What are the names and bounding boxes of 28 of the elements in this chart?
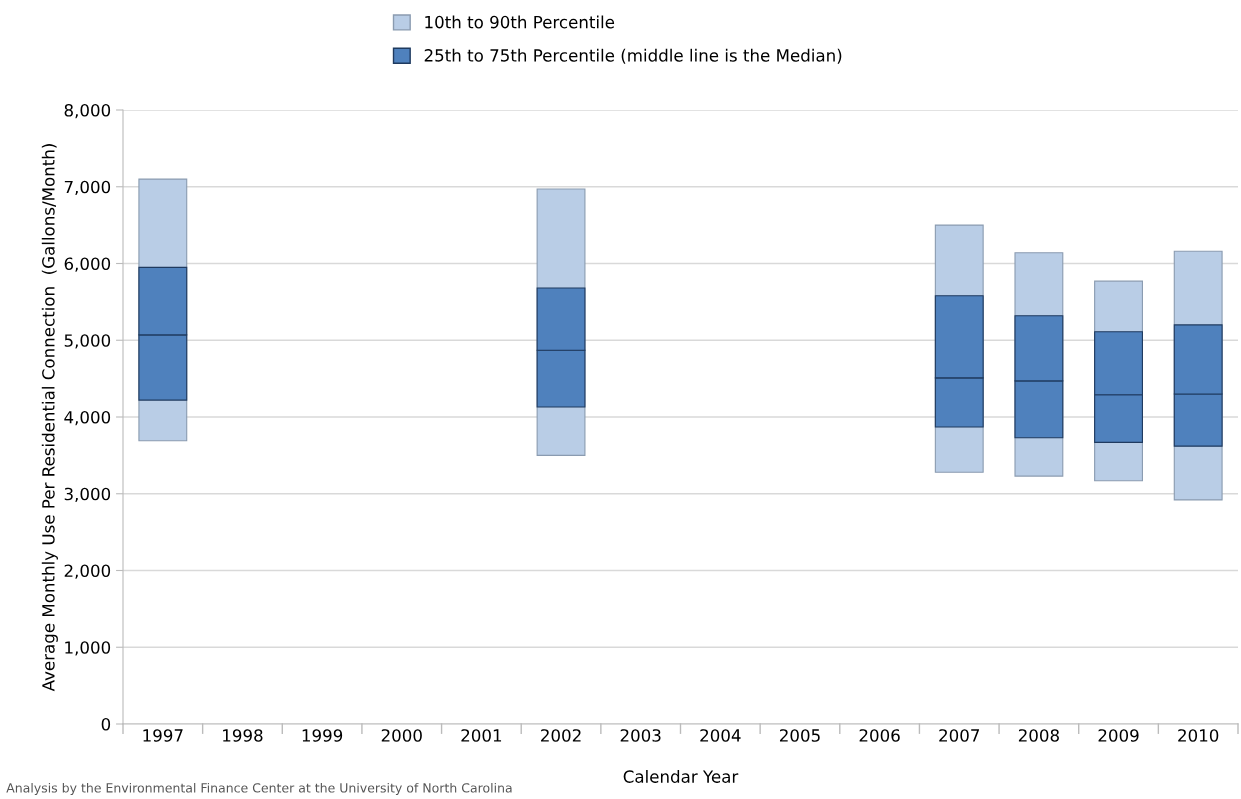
x-tick-label: 1999: [302, 729, 343, 742]
x-tick-label: 2008: [1018, 729, 1059, 742]
y-axis-title: Average Monthly Use Per Residential Connection (Gallons/Month): [41, 144, 58, 692]
x-tick-label: 2004: [700, 729, 741, 742]
x-tick-label: 2005: [779, 729, 820, 742]
legend-label: 25th to 75th Percentile (middle line is the Median): [424, 48, 842, 64]
x-tick-label: 1998: [223, 729, 263, 742]
x-tick-label: 2000: [381, 729, 422, 742]
x-axis-title: Calendar Year: [623, 769, 739, 783]
y-tick-label: 4,000: [64, 410, 111, 426]
x-tick-label: 2001: [461, 729, 502, 742]
x-tick-label: 2003: [620, 729, 661, 742]
x-tick-label: 2010: [1178, 729, 1219, 742]
x-tick-label: 2009: [1098, 729, 1139, 742]
x-tick-label: 2006: [859, 729, 900, 742]
x-tick-label: 2007: [939, 729, 980, 742]
y-tick-label: 8,000: [64, 103, 111, 119]
x-tick-label: 1997: [143, 729, 183, 742]
text: Analysis by the Environmental Finance Center at the University of North Carolina: [6, 782, 512, 795]
y-tick-label: 0: [101, 717, 111, 731]
y-tick-label: 6,000: [64, 257, 111, 272]
y-tick-label: 3,000: [64, 487, 111, 503]
y-tick-label: 2,000: [64, 564, 111, 579]
y-tick-label: 1,000: [65, 641, 111, 656]
y-tick-label: 5,000: [64, 334, 111, 349]
legend-label: 10th to 90th Percentile: [425, 15, 615, 29]
x-tick-label: 2002: [541, 729, 581, 742]
y-tick-label: 7,000: [64, 180, 111, 196]
